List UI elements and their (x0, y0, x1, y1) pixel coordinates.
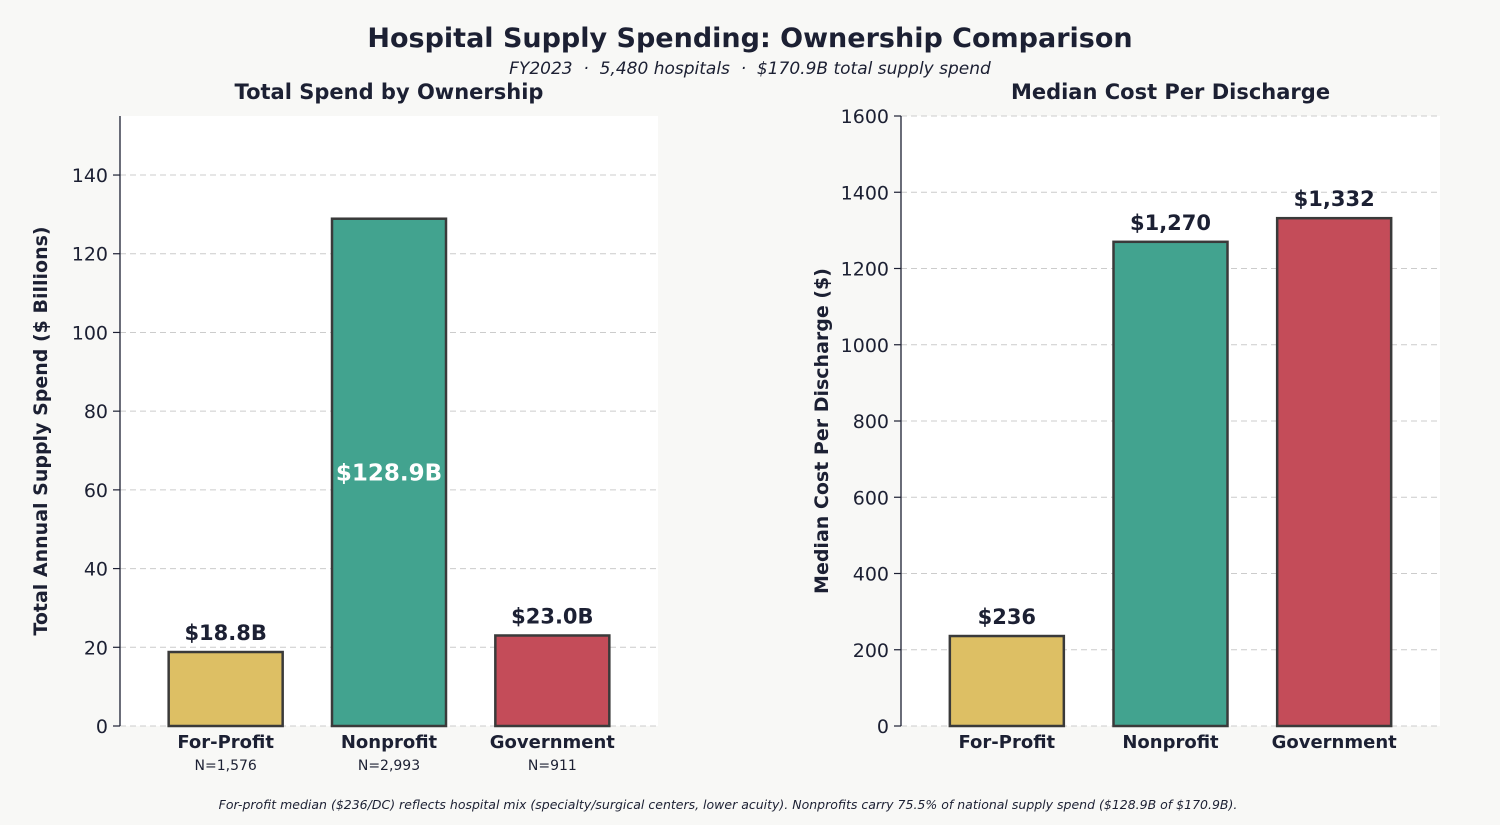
y-tick-label: 1600 (841, 106, 889, 128)
y-tick-label: 200 (853, 640, 889, 662)
y-tick-label: 0 (877, 716, 889, 738)
bar-nonprofit (330, 217, 448, 728)
data-label: $18.8B (184, 621, 266, 645)
data-label: $236 (978, 605, 1036, 629)
y-tick-label: 1000 (841, 335, 889, 357)
y-tick-label: 1400 (841, 182, 889, 204)
y-axis-label: Total Annual Supply Spend ($ Billions) (30, 226, 52, 635)
y-tick-label: 20 (84, 637, 108, 659)
bar-government (1275, 216, 1393, 728)
y-tick-label: 600 (853, 487, 889, 509)
footnote: For-profit median ($236/DC) reflects hos… (219, 797, 1238, 812)
y-tick-label: 100 (72, 322, 108, 344)
x-tick-label: For-Profit (177, 732, 274, 753)
y-tick-label: 1200 (841, 259, 889, 281)
y-tick-label: 120 (72, 244, 108, 266)
bar-for-profit (167, 650, 284, 728)
y-tick-label: 80 (84, 401, 108, 423)
y-tick-label: 140 (72, 165, 108, 187)
data-label: $1,332 (1294, 187, 1375, 211)
x-tick-sublabel: N=911 (528, 758, 577, 774)
chart-panel-2: 0 200 400 600 800 1000 1200 1400 1600 Median Cost… (811, 80, 1440, 753)
figure-subtitle: FY2023 · 5,480 hospitals · $170.9B total… (509, 59, 991, 79)
y-tick-label: 400 (853, 564, 889, 586)
x-tick-sublabel: N=2,993 (358, 758, 420, 774)
y-tick-label: 800 (853, 411, 889, 433)
chart-title: Total Spend by Ownership (235, 80, 544, 104)
bar-for-profit (948, 634, 1066, 728)
data-label: $1,270 (1130, 211, 1211, 235)
x-tick-label: Nonprofit (1122, 732, 1219, 753)
y-tick-label: 60 (84, 480, 108, 502)
figure-title: Hospital Supply Spending: Ownership Comp… (367, 23, 1132, 54)
chart-panel-1: 0 20 40 60 80 100 120 140 Total Spend by Ownersh… (30, 80, 658, 774)
x-tick-label: For-Profit (958, 732, 1055, 753)
data-label: $23.0B (511, 604, 593, 628)
bar-nonprofit (1112, 240, 1229, 728)
x-tick-label: Government (1272, 732, 1398, 753)
chart-title: Median Cost Per Discharge (1011, 80, 1330, 104)
y-tick-label: 0 (96, 716, 108, 738)
x-tick-label: Government (490, 732, 616, 753)
data-label: $128.9B (336, 460, 442, 486)
x-tick-sublabel: N=1,576 (195, 758, 257, 774)
bar-government (494, 634, 611, 728)
x-tick-label: Nonprofit (341, 732, 438, 753)
y-axis-label: Median Cost Per Discharge ($) (811, 268, 833, 594)
y-tick-label: 40 (84, 559, 108, 581)
